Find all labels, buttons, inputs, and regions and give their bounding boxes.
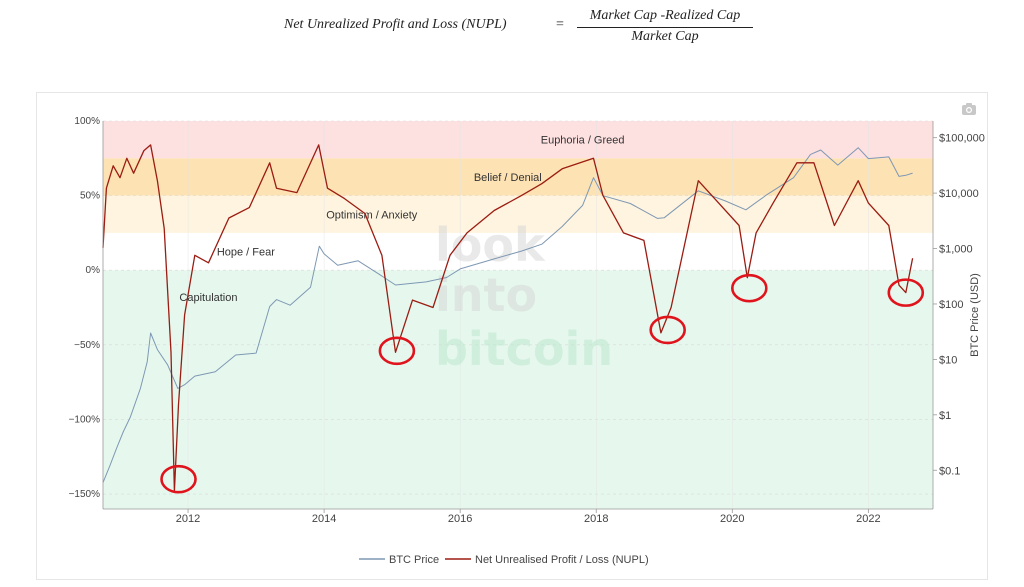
watermark-line-1: look xyxy=(435,218,546,272)
zone-band-5 xyxy=(103,270,933,509)
x-tick-label-6: 2022 xyxy=(856,513,880,525)
zone-labels: Euphoria / Greed Belief / Denial Optimism … xyxy=(179,135,624,304)
axes: 100% 50% 0% −50% −100% −150% $100,000 $10,000 $1… xyxy=(69,116,985,525)
nupl-chart: look into bitcoin Euphoria / Greed Belief… xyxy=(69,103,985,566)
legend-item-2[interactable]: Net Unrealised Profit / Loss (NUPL) xyxy=(445,554,649,566)
cycle-low-circle-5 xyxy=(887,278,925,307)
formula-lhs: Net Unrealized Profit and Loss (NUPL) xyxy=(284,17,507,32)
y-right-tick-label-3: $1,000 xyxy=(939,244,973,256)
series xyxy=(102,144,914,492)
zone-label-1: Euphoria / Greed xyxy=(541,135,625,147)
formula-numerator: Market Cap -Realized Cap xyxy=(589,8,741,23)
y-right-tick-label-5: $10 xyxy=(939,354,957,366)
cycle-low-circle-2 xyxy=(378,336,416,366)
x-tick-label-1: 2012 xyxy=(176,513,200,525)
y-right-tick-label-7: $0.1 xyxy=(939,465,960,477)
x-tick-label-2: 2014 xyxy=(312,513,336,525)
y-right-tick-label-2: $10,000 xyxy=(939,188,979,200)
y-right-tick-label-4: $100 xyxy=(939,299,963,311)
x-tick-label-3: 2016 xyxy=(448,513,472,525)
watermark-line-2: into xyxy=(435,268,537,322)
series-line-nupl xyxy=(102,144,914,492)
zone-band-1 xyxy=(103,121,933,159)
y-left-tick-label-6: −150% xyxy=(69,489,101,500)
x-tick-label-4: 2018 xyxy=(584,513,608,525)
zone-label-4: Hope / Fear xyxy=(217,247,275,259)
cycle-low-circle-1 xyxy=(160,464,197,494)
y-left-tick-label-1: 100% xyxy=(74,116,100,127)
y-right-axis-title: BTC Price (USD) xyxy=(969,273,981,357)
watermark: look into bitcoin xyxy=(435,218,613,376)
series-line-btc-price xyxy=(102,147,913,483)
x-tick-label-5: 2020 xyxy=(720,513,744,525)
gridlines xyxy=(103,120,933,509)
zone-label-2: Belief / Denial xyxy=(474,172,542,184)
zone-label-5: Capitulation xyxy=(179,292,237,304)
legend-label-2: Net Unrealised Profit / Loss (NUPL) xyxy=(475,554,649,566)
formula-denominator: Market Cap xyxy=(631,29,699,44)
y-left-tick-label-5: −100% xyxy=(69,414,101,425)
sentiment-zones xyxy=(103,121,933,509)
watermark-line-3: bitcoin xyxy=(435,322,613,376)
cycle-low-circle-3 xyxy=(649,315,686,345)
y-left-tick-label-3: 0% xyxy=(86,265,101,276)
highlight-circles xyxy=(160,273,925,494)
legend: BTC Price Net Unrealised Profit / Loss (N… xyxy=(359,554,649,566)
camera-icon[interactable] xyxy=(962,103,976,115)
y-right-tick-label-6: $1 xyxy=(939,410,951,422)
nupl-formula: Net Unrealized Profit and Loss (NUPL) = … xyxy=(0,0,1024,60)
chart-frame: look into bitcoin Euphoria / Greed Belief… xyxy=(36,92,988,580)
formula-fraction-bar xyxy=(577,27,753,28)
zone-band-3 xyxy=(103,195,933,233)
zone-label-3: Optimism / Anxiety xyxy=(326,209,418,221)
formula-equals: = xyxy=(556,17,564,32)
cycle-low-circle-4 xyxy=(731,273,768,303)
legend-item-1[interactable]: BTC Price xyxy=(359,554,439,566)
zone-band-2 xyxy=(103,158,933,196)
y-left-tick-label-2: 50% xyxy=(80,191,100,202)
y-left-tick-label-4: −50% xyxy=(74,340,100,351)
y-right-tick-label-1: $100,000 xyxy=(939,133,985,145)
legend-label-1: BTC Price xyxy=(389,554,439,566)
